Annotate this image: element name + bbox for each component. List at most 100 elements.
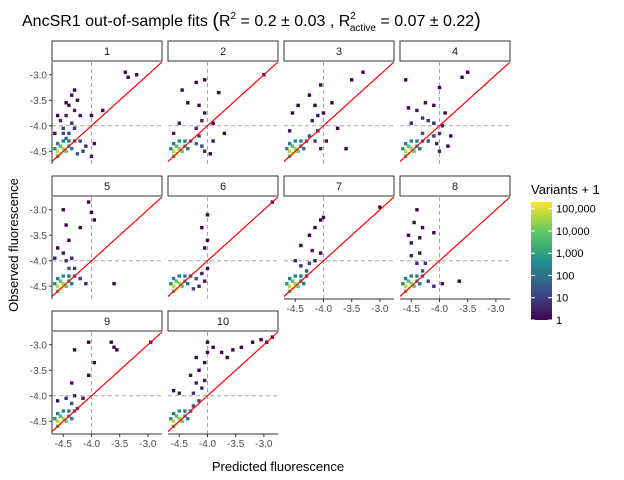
heatmap-cell: [186, 282, 190, 286]
heatmap-cell: [293, 282, 297, 286]
heatmap-cell: [70, 93, 74, 97]
heatmap-cell: [440, 282, 445, 286]
heatmap-cell: [403, 141, 408, 146]
legend-tick-label: 100: [556, 270, 574, 282]
heatmap-cell: [186, 417, 190, 421]
heatmap-cell: [55, 284, 60, 288]
heatmap-cell: [70, 121, 74, 125]
heatmap-cell: [205, 213, 210, 217]
heatmap-cell: [293, 139, 297, 143]
x-tick-label: -4.5: [403, 304, 421, 315]
heatmap-cell: [183, 274, 187, 278]
heatmap-cell: [86, 200, 91, 204]
heatmap-cell: [349, 78, 354, 82]
heatmap-cell: [174, 144, 179, 148]
heatmap-cell: [290, 279, 295, 283]
heatmap-cell: [406, 233, 411, 237]
heatmap-cell: [318, 147, 323, 151]
heatmap-cell: [177, 417, 181, 421]
heatmap-cell: [287, 141, 292, 146]
heatmap-cell: [412, 149, 416, 153]
legend-tick-label: 10,000: [556, 226, 590, 238]
heatmap-cell: [211, 345, 215, 349]
heatmap-cell: [89, 113, 94, 118]
heatmap-cell: [409, 253, 413, 258]
heatmap-cell: [406, 144, 411, 148]
heatmap-cell: [211, 139, 215, 143]
heatmap-cell: [174, 414, 179, 418]
heatmap-cell: [299, 243, 303, 248]
heatmap-cell: [415, 261, 419, 265]
legend-tick-label: 1,000: [556, 248, 584, 260]
heatmap-cell: [310, 118, 314, 123]
heatmap-cell: [177, 147, 181, 151]
r2-active-subscript: active: [350, 23, 377, 34]
facet-panel-1: 1 -4.5 -4.0 -3.5 -3.0: [30, 40, 163, 164]
r2-active-value: = 0.07 ± 0.22: [376, 13, 474, 30]
heatmap-cell: [401, 282, 405, 286]
heatmap-cell: [313, 259, 317, 263]
panel-plot-area: [52, 62, 162, 164]
heatmap-cell: [415, 139, 419, 143]
identity-line: [168, 197, 278, 298]
heatmap-cell: [58, 279, 63, 283]
facet-strip-label: 6: [220, 181, 226, 193]
heatmap-cell: [171, 149, 176, 153]
heatmap-cell: [313, 225, 317, 230]
heatmap-cell: [403, 284, 408, 288]
heatmap-cell: [412, 220, 416, 225]
heatmap-cell: [180, 88, 184, 92]
facet-strip: [51, 310, 163, 332]
x-tick-label: -3.5: [459, 304, 477, 315]
heatmap-cell: [180, 284, 184, 288]
panel-plot-area: [284, 197, 394, 299]
heatmap-cell: [426, 139, 430, 143]
heatmap-cell: [72, 88, 77, 92]
heatmap-cell: [55, 399, 60, 403]
heatmap-cell: [344, 147, 348, 151]
heatmap-cell: [53, 147, 57, 151]
heatmap-cell: [55, 411, 60, 416]
heatmap-cell: [296, 149, 300, 153]
heatmap-cell: [418, 147, 422, 151]
heatmap-cell: [171, 276, 176, 281]
heatmap-cell: [180, 149, 184, 153]
heatmap-cell: [299, 264, 303, 268]
facet-strip: [51, 175, 163, 197]
facet-strip-label: 5: [104, 181, 110, 193]
heatmap-cell: [180, 419, 184, 423]
heatmap-cell: [316, 113, 320, 118]
identity-line: [52, 332, 162, 433]
legend-tick-label: 100,000: [556, 204, 596, 216]
heatmap-cell: [194, 80, 198, 85]
heatmap-cell: [293, 147, 297, 151]
heatmap-cell: [415, 274, 419, 278]
heatmap-cell: [205, 238, 210, 243]
legend-tick-label: 10: [556, 293, 568, 305]
heatmap-cell: [115, 348, 119, 352]
x-tick-label: -4.5: [171, 439, 189, 450]
x-tick-label: -3.5: [111, 439, 129, 450]
heatmap-cell: [171, 388, 176, 393]
heatmap-cell: [61, 417, 65, 421]
heatmap-cell: [307, 261, 312, 265]
y-tick-label: -4.5: [30, 147, 48, 158]
x-tick-label: -3.0: [139, 439, 157, 450]
heatmap-cell: [112, 282, 116, 286]
x-tick-label: -4.0: [315, 304, 333, 315]
y-tick-label: -3.5: [30, 366, 48, 377]
heatmap-cell: [177, 274, 181, 278]
heatmap-cell: [296, 103, 300, 108]
heatmap-cell: [302, 282, 306, 286]
heatmap-cell: [432, 231, 436, 235]
heatmap-cell: [67, 103, 71, 108]
heatmap-cell: [293, 274, 297, 278]
heatmap-cell: [194, 126, 198, 130]
heatmap-cell: [72, 394, 77, 398]
heatmap-cell: [174, 279, 179, 283]
heatmap-cell: [78, 225, 82, 230]
heatmap-cell: [406, 279, 411, 283]
heatmap-cell: [299, 139, 303, 143]
heatmap-cell: [197, 399, 201, 403]
heatmap-cell: [259, 337, 263, 342]
